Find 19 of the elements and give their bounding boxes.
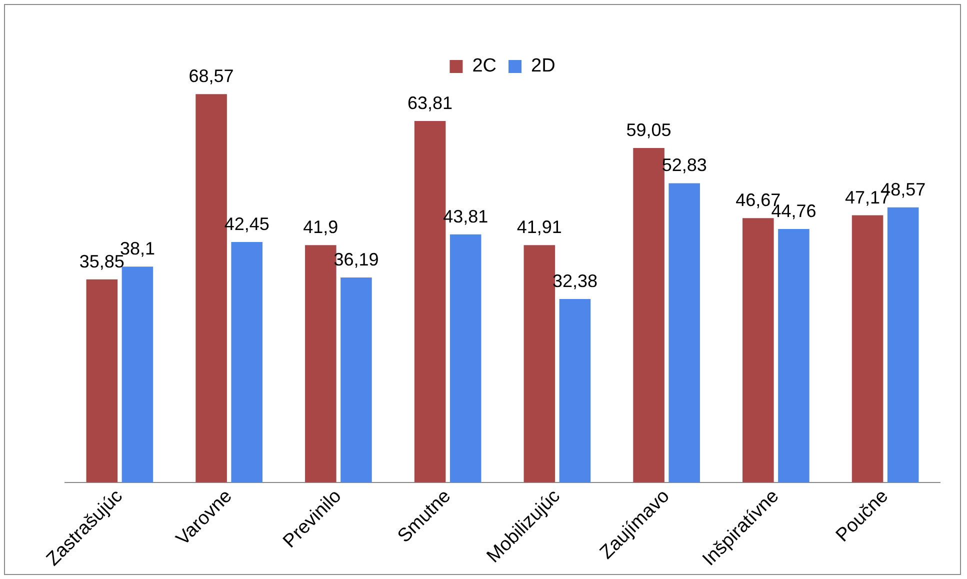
bar xyxy=(340,277,372,482)
bar xyxy=(887,207,919,482)
bar xyxy=(86,279,118,482)
bar xyxy=(450,234,482,482)
bar xyxy=(852,215,884,482)
data-label: 63,81 xyxy=(408,93,453,114)
data-label: 68,57 xyxy=(188,66,234,86)
data-label: 41,91 xyxy=(516,217,562,238)
bar xyxy=(231,242,262,482)
bar xyxy=(778,228,810,482)
bar xyxy=(305,245,336,482)
legend-label: 2D xyxy=(531,56,556,77)
bar xyxy=(633,148,664,482)
bar xyxy=(668,183,700,482)
data-label: 41,9 xyxy=(303,217,338,238)
bar xyxy=(742,218,774,482)
legend-label: 2C xyxy=(472,56,497,77)
data-label: 59,05 xyxy=(626,120,672,140)
bar xyxy=(559,299,591,482)
